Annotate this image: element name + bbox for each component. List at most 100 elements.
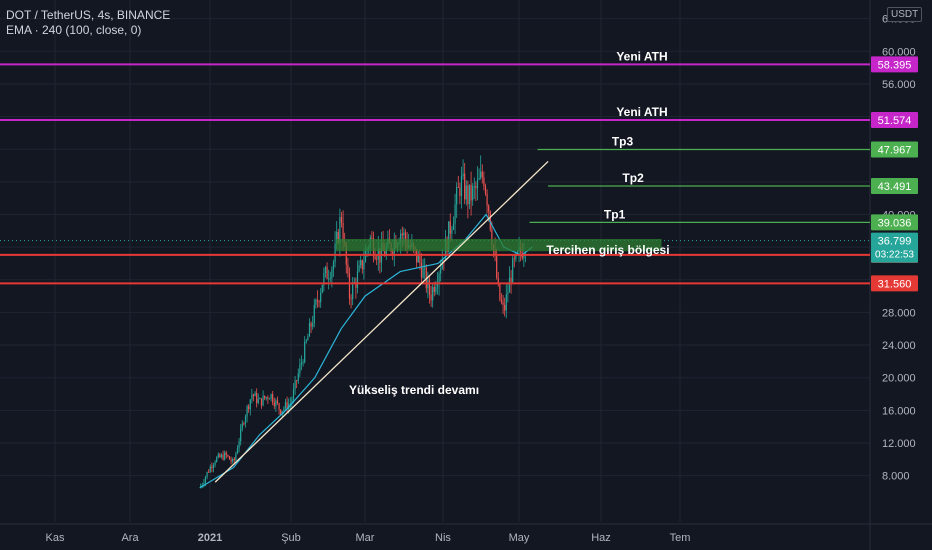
candle-body	[227, 455, 229, 457]
candle-body	[480, 171, 482, 178]
price-badge	[871, 112, 918, 129]
candle-body	[358, 265, 360, 272]
candle-body	[476, 179, 479, 189]
candle-body	[336, 231, 338, 244]
candle-body	[337, 231, 339, 243]
price-badge-label: 31.560	[878, 278, 912, 290]
candle-body	[324, 267, 327, 273]
entry-zone[interactable]: Tercihen giriş bölgesi	[335, 238, 670, 257]
candle-body	[262, 395, 264, 406]
candle-body	[249, 399, 251, 410]
candle-body	[384, 251, 386, 256]
candle-body	[251, 394, 253, 400]
candle-body	[267, 397, 269, 399]
candle-body	[376, 258, 378, 260]
x-tick-label: Haz	[591, 532, 611, 544]
candle-body	[347, 264, 349, 274]
x-tick-label: Ara	[121, 532, 139, 544]
candle-body	[260, 398, 263, 406]
candle-body	[462, 173, 464, 177]
candle-body	[512, 258, 514, 283]
candle-body	[219, 454, 221, 458]
candle-body	[452, 223, 455, 230]
candle-body	[420, 262, 423, 278]
candle-body	[340, 217, 343, 224]
trendline[interactable]	[214, 160, 549, 483]
price-badge	[871, 178, 918, 195]
candle-body	[299, 364, 301, 374]
candle-body	[328, 278, 330, 280]
candle-body	[304, 341, 306, 363]
candle-body	[468, 184, 471, 205]
candle-body	[355, 281, 357, 288]
candle-body	[331, 269, 333, 279]
level-annotation: Tp2	[622, 171, 644, 185]
candle-body	[500, 300, 503, 303]
candle-body	[513, 258, 515, 260]
candle-body	[228, 456, 231, 460]
x-tick-label: Şub	[281, 532, 301, 544]
candle-body	[371, 237, 373, 239]
candle-body	[428, 279, 431, 295]
y-tick-label: 20.000	[882, 373, 916, 385]
price-badge	[871, 214, 918, 231]
candle-body	[321, 284, 323, 293]
candle-body	[284, 402, 287, 409]
indicator-label[interactable]: EMA · 240 (100, close, 0)	[6, 23, 142, 37]
candle-body	[233, 458, 235, 461]
price-badge	[871, 141, 918, 158]
candle-body	[472, 186, 474, 201]
current-price-badge	[871, 232, 918, 263]
candle-body	[315, 299, 317, 305]
candle-body	[499, 283, 501, 301]
candle-body	[451, 229, 453, 234]
candle-body	[510, 277, 512, 283]
x-tick-label: Tem	[670, 532, 691, 544]
candle-body	[313, 304, 315, 324]
symbol-title[interactable]: DOT / TetherUS, 4s, BINANCE	[6, 8, 171, 22]
candle-body	[457, 187, 459, 188]
candle-body	[449, 221, 451, 234]
candle-body	[283, 408, 285, 412]
price-badge-label: 51.574	[878, 115, 912, 127]
candle-body	[206, 472, 208, 478]
candle-body	[497, 277, 499, 284]
candle-body	[248, 406, 250, 410]
entry-zone-rect[interactable]	[335, 238, 662, 252]
candle-body	[232, 458, 234, 462]
candle-body	[296, 380, 298, 382]
candle-body	[292, 389, 295, 400]
candle-body	[280, 409, 282, 415]
candle-body	[454, 204, 456, 224]
horizontal-levels[interactable]: Yeni ATH Yeni ATH Tp3 Tp2 Tp1	[0, 49, 870, 285]
candle-body	[291, 399, 293, 404]
candle-body	[523, 253, 525, 259]
candle-body	[484, 186, 487, 194]
candle-body	[270, 394, 272, 399]
chart-legend: DOT / TetherUS, 4s, BINANCE EMA · 240 (1…	[6, 8, 170, 38]
price-badge-label: 39.036	[878, 217, 912, 229]
candle-body	[483, 177, 485, 187]
candle-body	[216, 457, 218, 462]
candle-body	[456, 187, 458, 205]
candle-body	[352, 282, 354, 300]
candle-body	[481, 171, 483, 178]
candle-body	[424, 267, 426, 269]
currency-badge[interactable]: USDT	[887, 7, 923, 22]
time-axis[interactable]: Kas Ara 2021 Şub Mar Nis May Haz Tem	[46, 532, 691, 544]
x-tick-label: May	[509, 532, 530, 544]
trendline-label: Yükseliş trendi devamı	[349, 383, 479, 397]
candle-body	[435, 286, 437, 292]
candle-body	[361, 260, 363, 270]
candlestick-series	[200, 155, 527, 489]
candle-body	[422, 267, 424, 278]
y-tick-label: 60.000	[882, 46, 916, 58]
y-tick-label: 12.000	[882, 438, 916, 450]
candle-body	[235, 453, 237, 461]
candle-body	[342, 223, 344, 243]
candle-body	[496, 256, 498, 278]
bar-countdown-label: 03:22:53	[875, 250, 914, 261]
candle-body	[268, 398, 271, 400]
candle-body	[305, 340, 307, 342]
